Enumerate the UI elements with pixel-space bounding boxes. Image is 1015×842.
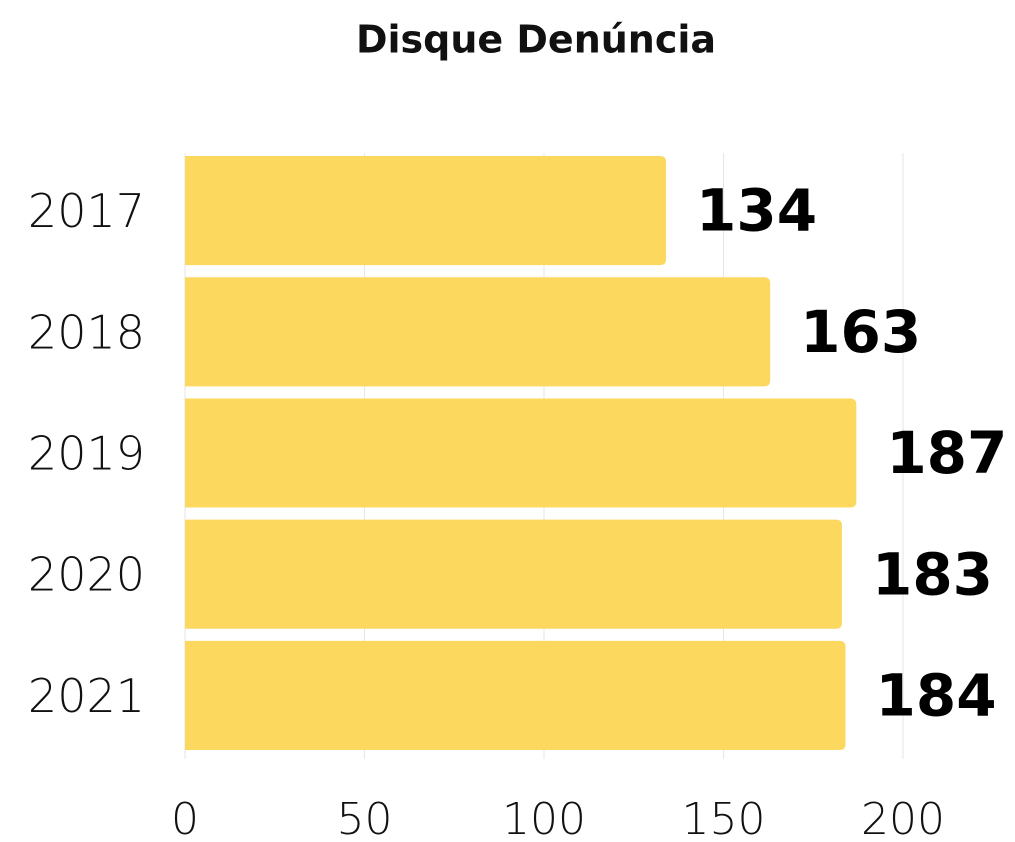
value-label: 134	[696, 177, 817, 245]
bar	[185, 519, 842, 629]
bar	[185, 640, 846, 750]
bar	[185, 156, 667, 266]
x-tick-label: 200	[861, 794, 945, 842]
x-tick-label: 0	[171, 794, 199, 842]
y-tick-label: 2017	[28, 184, 145, 238]
x-tick-label: 150	[682, 794, 766, 842]
bar	[185, 277, 771, 387]
x-tick-label: 100	[502, 794, 586, 842]
value-label: 163	[800, 298, 921, 366]
y-tick-label: 2021	[28, 669, 145, 723]
y-tick-label: 2019	[28, 427, 145, 481]
y-tick-label: 2018	[28, 305, 145, 359]
bar	[185, 398, 857, 508]
x-tick-label: 50	[337, 794, 393, 842]
value-label: 183	[872, 540, 993, 608]
y-tick-label: 2020	[28, 548, 145, 602]
value-label: 184	[876, 662, 997, 730]
chart-title: Disque Denúncia	[356, 18, 716, 62]
value-label: 187	[886, 419, 1007, 487]
